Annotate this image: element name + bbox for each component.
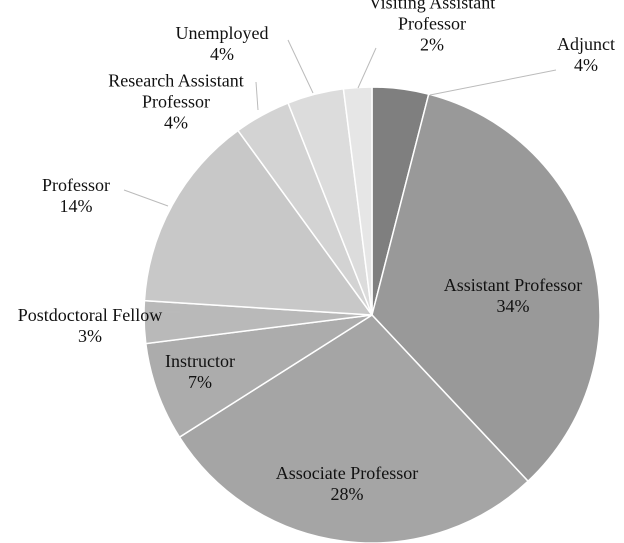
pie-slice (178, 314, 530, 543)
category-label: Adjunct (557, 34, 615, 54)
percent-label: 14% (59, 196, 93, 216)
category-label: Instructor (165, 351, 235, 371)
percent-label: 34% (496, 296, 530, 316)
category-label: Associate Professor (275, 463, 419, 483)
percent-label: 7% (188, 372, 212, 392)
slice-label: Assistant Professor 34% (413, 275, 613, 317)
leader-line (123, 189, 169, 207)
percent-label: 4% (574, 55, 598, 75)
percent-label: 4% (164, 112, 188, 133)
pie-slice (143, 129, 374, 316)
pie-slice (342, 86, 373, 316)
leader-line (287, 39, 314, 94)
percent-label: 28% (330, 484, 364, 504)
pie-slice (371, 93, 601, 483)
category-label: Postdoctoral Fellow (17, 305, 163, 325)
category-label: Assistant Professor (443, 275, 583, 295)
slice-label: Professor 14% (21, 175, 131, 217)
category-label: Professor (42, 175, 110, 195)
slice-label: Research Assistant Professor 4% (91, 71, 261, 134)
slice-label: Unemployed 4% (162, 23, 282, 65)
slice-label: Associate Professor 28% (237, 463, 457, 505)
percent-label: 4% (210, 44, 234, 64)
percent-label: 3% (78, 326, 102, 346)
slice-label: Postdoctoral Fellow 3% (0, 305, 185, 347)
category-label: Visiting Assistant Professor (368, 0, 496, 34)
category-label: Unemployed (175, 23, 269, 43)
leader-line (357, 47, 377, 89)
category-label: Research Assistant Professor (108, 70, 244, 112)
percent-label: 2% (420, 34, 444, 55)
leader-line (429, 69, 557, 96)
slice-label: Visiting Assistant Professor 2% (347, 0, 517, 56)
slice-label: Instructor 7% (150, 351, 250, 393)
leader-line (255, 81, 259, 111)
slice-label: Adjunct 4% (546, 34, 624, 76)
